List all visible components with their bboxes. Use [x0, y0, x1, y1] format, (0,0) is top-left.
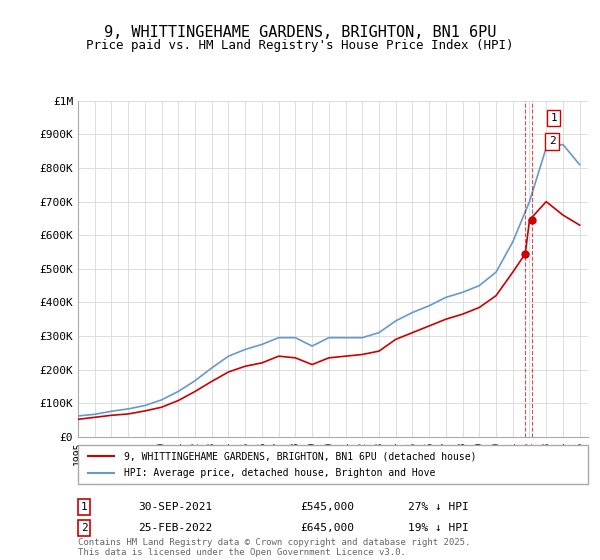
- Text: 30-SEP-2021: 30-SEP-2021: [138, 502, 212, 512]
- Text: 25-FEB-2022: 25-FEB-2022: [138, 523, 212, 533]
- Text: 19% ↓ HPI: 19% ↓ HPI: [408, 523, 469, 533]
- Text: 1: 1: [550, 113, 557, 123]
- Text: £645,000: £645,000: [300, 523, 354, 533]
- Text: Contains HM Land Registry data © Crown copyright and database right 2025.
This d: Contains HM Land Registry data © Crown c…: [78, 538, 470, 557]
- Text: 9, WHITTINGEHAME GARDENS, BRIGHTON, BN1 6PU: 9, WHITTINGEHAME GARDENS, BRIGHTON, BN1 …: [104, 25, 496, 40]
- Text: 2: 2: [549, 137, 556, 147]
- Text: 1: 1: [80, 502, 88, 512]
- Text: 27% ↓ HPI: 27% ↓ HPI: [408, 502, 469, 512]
- Text: HPI: Average price, detached house, Brighton and Hove: HPI: Average price, detached house, Brig…: [124, 468, 435, 478]
- Text: Price paid vs. HM Land Registry's House Price Index (HPI): Price paid vs. HM Land Registry's House …: [86, 39, 514, 52]
- Text: £545,000: £545,000: [300, 502, 354, 512]
- Text: 9, WHITTINGEHAME GARDENS, BRIGHTON, BN1 6PU (detached house): 9, WHITTINGEHAME GARDENS, BRIGHTON, BN1 …: [124, 451, 476, 461]
- FancyBboxPatch shape: [78, 445, 588, 484]
- Text: 2: 2: [80, 523, 88, 533]
